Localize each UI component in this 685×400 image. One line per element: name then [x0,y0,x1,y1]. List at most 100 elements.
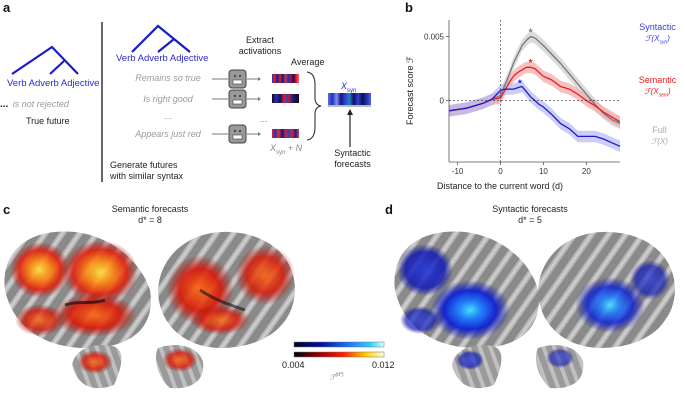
xsyn-noise-sub: syn [276,149,286,156]
panel-d-title: Syntactic forecasts d* = 5 [470,204,590,226]
activation-pipeline [212,69,371,147]
xsyn-label: Xsyn [341,81,356,94]
xsyn-shadow [328,105,371,107]
peak-marker-full: * [529,28,533,39]
generated-future: Is right good [143,94,193,104]
tree-label-verb: Verb [7,78,27,89]
robot-icon [228,89,247,109]
syntactic-forecasts-line2: forecasts [334,159,371,169]
xsyn-sub: syn [347,87,357,94]
x-tick-label: 10 [539,167,548,176]
generate-label-line1: Generate futures [110,160,178,170]
divider [101,22,103,182]
formula-sub: sem [658,92,669,99]
series-line-syntactic [448,85,620,148]
xsyn-activation-bar [328,93,371,105]
x-axis-label: Distance to the current word (d) [437,181,563,191]
panel-letter-a: a [3,0,11,15]
true-continuation-text: is not rejected [12,99,69,109]
tree-branch [157,38,175,53]
forecast-chart: * * * -10 0 10 20 0 0.005 Forecast score ℱ Dist… [405,20,620,191]
xsyn-noise-x: X [270,143,277,153]
colorbar-semantic [293,351,385,358]
generated-syntax-tree [131,24,191,53]
x-tick-label: 0 [498,167,503,176]
tree-branch [11,45,79,75]
legend-syntactic: Syntactic ℱ(Xsyn) [630,22,685,49]
generated-future: Appears just red [135,129,201,139]
pipeline-row [212,124,299,144]
formula: ℱ(X [645,34,660,43]
colorbar-syntactic [293,341,385,348]
generated-future: Remains so true [135,73,201,83]
x-tick-label: 20 [582,167,591,176]
colorbar-title-sup: (d*) [335,372,344,378]
generate-futures-label: Generate futures with similar syntax [110,160,183,182]
tree-branch [131,24,191,53]
formula-close: ) [668,87,671,96]
right-hemisphere-medial [535,345,584,389]
colorbar-max: 0.012 [372,360,395,370]
semantic-forecasts-title: Semantic forecasts [111,204,189,214]
average-label: Average [291,57,325,67]
ellipsis: ... [0,99,9,110]
syntactic-forecasts-line1: Syntactic [334,148,371,158]
panel-c-title: Semantic forecasts d* = 8 [90,204,210,226]
activation-bar [272,94,299,103]
legend-full-label: Full [652,125,667,135]
syntactic-d-star: d* = 5 [518,215,542,225]
panel-letter-c: c [3,202,11,217]
left-hemisphere-lateral [394,231,539,349]
tree-label-verb: Verb [116,53,136,64]
extract-label-line2: activations [238,46,282,56]
brace [306,71,322,141]
xsyn-noise-suffix: + N [285,143,303,153]
formula: ℱ(X [644,87,659,96]
tree-branch [49,60,65,75]
activation-bar [272,74,299,83]
panel-letter-d: d [385,202,393,217]
left-hemisphere-lateral [4,231,151,349]
activation-bar [272,129,299,138]
tree-label-adverb: Adverb [137,53,168,64]
xsyn-x: X [341,81,348,91]
robot-icon [228,69,247,89]
y-tick-label: 0.005 [424,33,445,42]
legend-semantic-formula: ℱ(Xsem) [630,86,685,102]
generated-future-ellipsis: ... [164,111,172,121]
colorbar-title-symbol: ℱ [330,374,336,382]
tree-label-adjective: Adjective [60,78,100,89]
legend-full-formula: ℱ(X) [651,137,668,146]
legend-syntactic-formula: ℱ(Xsyn) [630,33,685,49]
panel-c [4,231,295,389]
pipeline-ellipsis: ... [260,114,268,124]
legend-full: Full ℱ(X) [637,125,682,147]
pipeline-row [212,89,299,109]
left-hemisphere-medial [452,345,502,389]
xsyn-noise-label: Xsyn + N [270,143,302,156]
arrowhead [347,109,353,115]
left-hemisphere-medial [72,345,122,389]
x-tick-label: -10 [452,167,464,176]
true-continuation: ... is not rejected [0,94,69,112]
true-syntax-tree [11,45,79,75]
peak-marker-semantic: * [529,58,533,69]
formula-close: ) [667,34,670,43]
robot-icon [228,124,247,144]
right-hemisphere-lateral [538,231,675,348]
tree-label-adverb: Adverb [28,78,59,89]
semantic-d-star: d* = 8 [138,215,162,225]
legend-semantic-label: Semantic [638,75,677,85]
right-hemisphere-lateral [158,231,295,348]
legend-semantic: Semantic ℱ(Xsem) [630,75,685,102]
colorbar-min: 0.004 [282,360,305,370]
tree-label-adjective: Adjective [169,53,209,64]
syntactic-forecasts-label: Syntactic forecasts [325,148,380,170]
legend-syntactic-label: Syntactic [639,22,676,32]
generated-tree-labels: Verb Adverb Adjective [116,53,208,64]
formula-sub: syn [659,39,668,46]
generate-label-line2: with similar syntax [110,171,184,181]
peak-marker-syntactic: * [518,79,522,90]
panel-d [394,231,675,389]
colorbar-title: ℱ(d*) [330,372,344,381]
